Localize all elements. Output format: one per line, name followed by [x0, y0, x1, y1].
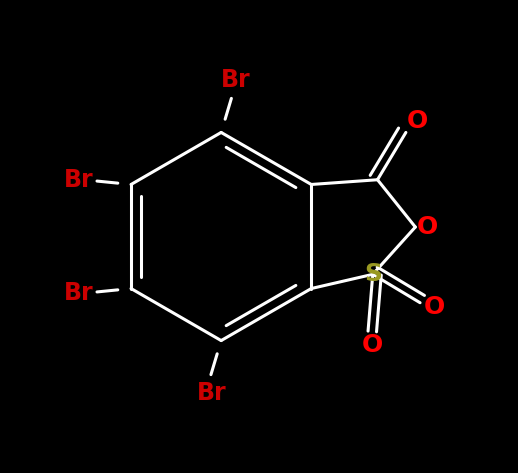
Text: O: O: [362, 333, 383, 357]
Text: Br: Br: [64, 168, 94, 192]
Text: Br: Br: [197, 381, 226, 404]
Text: O: O: [407, 109, 428, 132]
Text: S: S: [364, 263, 382, 286]
Text: Br: Br: [64, 281, 94, 305]
Text: Br: Br: [221, 69, 250, 92]
Text: O: O: [424, 296, 445, 319]
Text: O: O: [416, 215, 438, 239]
